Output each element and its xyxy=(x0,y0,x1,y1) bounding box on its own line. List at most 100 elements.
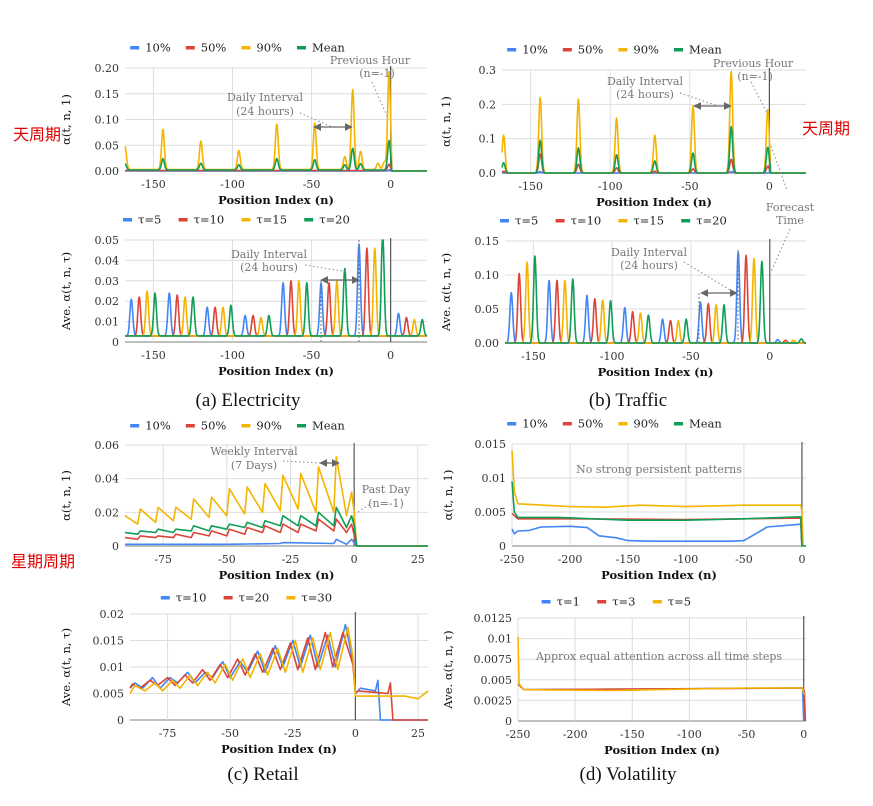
y-tick-label: 0 xyxy=(499,540,506,553)
legend-swatch xyxy=(618,48,628,52)
y-tick-label: 0 xyxy=(112,540,119,553)
x-tick-label: -100 xyxy=(674,553,699,566)
y-tick-label: 0.0 xyxy=(479,167,497,180)
annotation-text: Daily Interval xyxy=(607,75,684,88)
y-axis-label: Ave. α(t, n, τ) xyxy=(59,252,73,331)
y-tick-label: 0.1 xyxy=(479,133,497,146)
legend-label: Mean xyxy=(689,43,722,57)
annotation-leader xyxy=(750,81,769,116)
annotation-text: No strong persistent patterns xyxy=(576,463,742,476)
x-tick-label: -150 xyxy=(521,350,546,363)
caption-volatility: (d) Volatility xyxy=(579,764,677,785)
chart-2-traffic: 0.0 0.1 0.2 0.3 -150 -100 -50 0 Position Index (… xyxy=(439,43,807,209)
legend-swatch xyxy=(130,424,140,428)
legend-item: 90% xyxy=(241,419,282,433)
series-line-3 xyxy=(124,139,428,172)
legend-item: τ=5 xyxy=(123,213,161,227)
y-tick-label: 0.15 xyxy=(475,235,500,248)
x-tick-label: -50 xyxy=(303,349,321,362)
chart-5-retail: 0 0.005 0.01 0.015 0.02 -75 -50 -25 0 25 Position … xyxy=(59,591,429,756)
series-line-0 xyxy=(511,523,803,547)
series-line-0 xyxy=(129,623,428,721)
legend-item: 50% xyxy=(562,43,603,57)
legend-swatch xyxy=(562,48,572,52)
legend-label: 10% xyxy=(145,41,171,55)
x-tick-label: -50 xyxy=(303,178,321,191)
legend-swatch xyxy=(223,596,233,600)
legend-label: 90% xyxy=(633,417,659,431)
x-axis-label: Position Index (n) xyxy=(219,568,335,582)
annotation-text: (n=-1) xyxy=(368,497,404,510)
legend-label: τ=10 xyxy=(194,213,225,227)
legend-label: 50% xyxy=(201,419,227,433)
x-tick-label: 25 xyxy=(411,727,425,740)
y-tick-label: 0.04 xyxy=(95,473,120,486)
chart-6-volatility: 0 0.005 0.01 0.015 -250 -200 -150 -100 -50 0 Posit… xyxy=(441,417,806,582)
legend-item: 50% xyxy=(185,41,226,55)
y-tick-label: 0.05 xyxy=(475,303,500,316)
legend-swatch xyxy=(130,46,140,50)
x-tick-label: -50 xyxy=(221,727,239,740)
series-line-3 xyxy=(124,506,428,547)
y-tick-label: 0.15 xyxy=(95,88,120,101)
annotation-text: Time xyxy=(776,214,804,227)
y-axis-label: Ave. α(t, n, τ) xyxy=(441,630,455,709)
legend-item: Mean xyxy=(674,417,722,431)
legend-swatch xyxy=(541,600,551,604)
x-tick-label: 0 xyxy=(351,553,358,566)
annotation-leader xyxy=(371,81,388,117)
x-tick-label: -25 xyxy=(282,553,300,566)
legend-item: 10% xyxy=(130,41,171,55)
legend-item: τ=20 xyxy=(681,214,727,228)
y-axis-label: α(t, n, 1) xyxy=(441,470,455,521)
legend-label: 10% xyxy=(522,43,548,57)
legend-swatch xyxy=(286,596,296,600)
y-tick-label: 0.005 xyxy=(475,506,507,519)
x-tick-label: -50 xyxy=(738,728,756,741)
legend-item: τ=15 xyxy=(618,214,664,228)
x-tick-label: -150 xyxy=(518,180,543,193)
legend-swatch xyxy=(241,218,251,222)
legend-swatch xyxy=(123,218,132,222)
annotation-text: (7 Days) xyxy=(231,459,277,472)
legend-item: τ=5 xyxy=(500,214,538,228)
x-tick-label: -50 xyxy=(218,553,236,566)
legend-item: τ=10 xyxy=(178,213,225,227)
x-tick-label: 0 xyxy=(800,728,807,741)
x-tick-label: -200 xyxy=(558,553,583,566)
y-tick-label: 0.06 xyxy=(95,439,120,452)
y-tick-label: 0.05 xyxy=(95,234,120,247)
legend-swatch xyxy=(297,46,306,50)
series-line-2 xyxy=(511,450,804,547)
series-line-0 xyxy=(125,538,428,547)
legend-label: τ=20 xyxy=(696,214,727,228)
legend-label: Mean xyxy=(312,419,345,433)
legend-swatch xyxy=(674,422,683,426)
x-tick-label: -25 xyxy=(284,727,302,740)
legend-item: 10% xyxy=(507,43,548,57)
legend-item: τ=10 xyxy=(160,591,206,605)
annotation-text: Weekly Interval xyxy=(210,445,298,458)
annotation-leader xyxy=(299,112,333,128)
x-tick-label: 0 xyxy=(766,350,773,363)
y-tick-label: 0.02 xyxy=(100,608,125,621)
y-tick-label: 0 xyxy=(117,714,124,727)
x-tick-label: -250 xyxy=(500,553,525,566)
legend-swatch xyxy=(185,424,195,428)
legend-item: 90% xyxy=(618,417,659,431)
legend-item: Mean xyxy=(674,43,722,57)
x-axis-label: Position Index (n) xyxy=(218,364,334,378)
x-tick-label: -150 xyxy=(141,178,166,191)
legend-item: τ=1 xyxy=(541,595,580,609)
series-line-1 xyxy=(129,631,428,721)
y-tick-label: 0.015 xyxy=(93,635,125,648)
legend-swatch xyxy=(652,600,662,604)
series-line-1 xyxy=(124,518,428,547)
x-tick-label: -50 xyxy=(735,553,753,566)
x-tick-label: 0 xyxy=(387,178,394,191)
legend-label: τ=5 xyxy=(138,213,161,227)
annotation-text: (24 hours) xyxy=(620,259,678,272)
y-axis-label: α(t, n, 1) xyxy=(59,94,73,145)
x-axis-label: Position Index (n) xyxy=(221,742,337,756)
y-tick-label: 0 xyxy=(112,336,119,349)
